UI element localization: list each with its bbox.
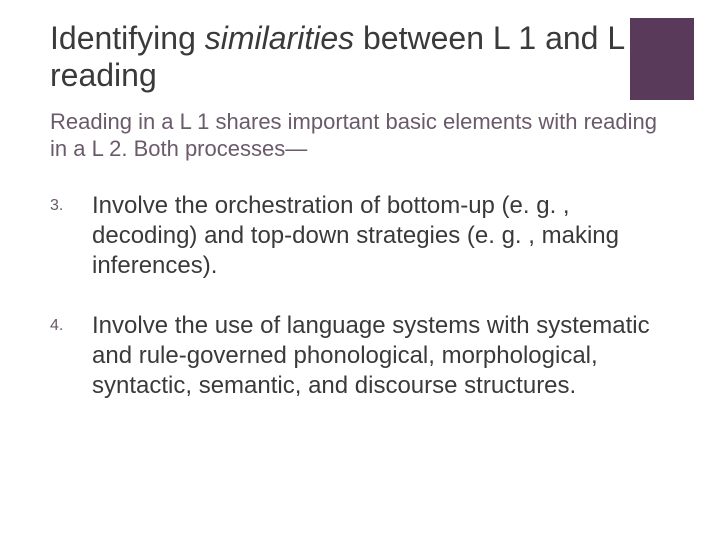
title-pre: Identifying: [50, 20, 205, 56]
list-text: Involve the use of language systems with…: [92, 311, 670, 401]
slide-subtitle: Reading in a L 1 shares important basic …: [50, 108, 670, 163]
list-number: 4.: [50, 311, 92, 335]
points-list: 3. Involve the orchestration of bottom-u…: [50, 191, 670, 401]
list-number: 3.: [50, 191, 92, 215]
title-italic: similarities: [205, 20, 354, 56]
list-text: Involve the orchestration of bottom-up (…: [92, 191, 670, 281]
list-item: 3. Involve the orchestration of bottom-u…: [50, 191, 670, 281]
slide: Identifying similarities between L 1 and…: [0, 0, 720, 540]
slide-title: Identifying similarities between L 1 and…: [50, 20, 670, 94]
accent-block: [630, 18, 694, 100]
list-item: 4. Involve the use of language systems w…: [50, 311, 670, 401]
